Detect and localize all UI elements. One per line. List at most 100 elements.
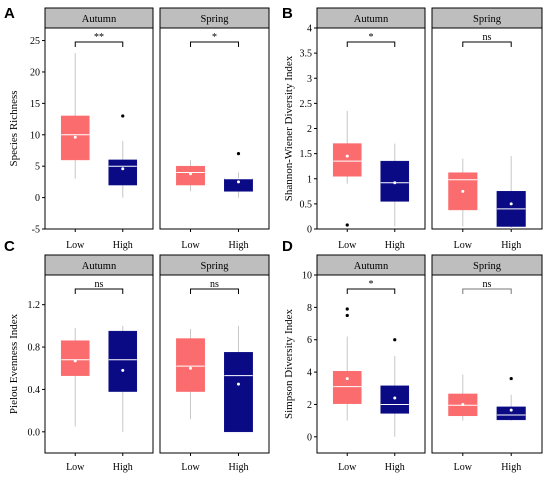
significance-label: ** [94, 32, 104, 43]
facet-spring: Spring Low High ns [159, 254, 270, 473]
mean-point [121, 368, 125, 372]
mean-point [345, 154, 349, 158]
x-tick-label: Low [454, 462, 473, 473]
facet-autumn: Autumn Low High ns [44, 254, 154, 473]
box-body [380, 385, 410, 414]
y-tick-label: 3 [307, 74, 312, 85]
panel-a: A Species Richness -5 0 5 10 15 20 25 Autumn Low Hi… [4, 5, 270, 251]
outlier-point [236, 152, 241, 156]
y-axis-label: Simpson Diversity Index [283, 309, 295, 419]
panel-b: B Shannon-Wiener Diversity Index 0 0.5 1 1.5 2… [282, 5, 543, 251]
mean-point [236, 180, 240, 184]
mean-point [189, 172, 193, 176]
y-tick-label: 0 [307, 225, 312, 236]
box-high: High [108, 114, 138, 251]
box-low: Low [448, 374, 478, 473]
significance-bracket [462, 41, 512, 47]
y-tick-label: 1 [307, 174, 312, 185]
facet-strip-label: Spring [200, 14, 229, 25]
facet-autumn: Autumn Low High * [316, 7, 426, 251]
significance-bracket [190, 41, 239, 47]
plot-frame [316, 27, 426, 230]
box-high: High [496, 156, 526, 251]
box-low: Low [176, 329, 205, 473]
plot-frame [159, 274, 270, 454]
box-body [332, 143, 362, 177]
significance-bracket [346, 41, 396, 47]
significance-label: ns [483, 279, 492, 290]
significance-bracket [190, 288, 239, 294]
y-tick-label: 0 [35, 193, 40, 204]
y-tick-label: 0 [307, 432, 312, 443]
y-tick-label: 20 [30, 67, 40, 78]
significance-label: ns [483, 32, 492, 43]
y-tick-label: 5 [35, 162, 40, 173]
y-tick-label: 0.0 [28, 427, 41, 438]
y-tick-label: 1.2 [28, 300, 41, 311]
y-tick-label: 0.4 [28, 385, 41, 396]
y-tick-label: 6 [307, 335, 312, 346]
mean-point [393, 181, 397, 185]
panel-d: D Simpson Diversity Index 0 2 4 6 8 10 Autumn Low… [282, 238, 543, 473]
significance-label: ns [95, 279, 104, 290]
facet-strip-label: Spring [473, 261, 502, 272]
mean-point [509, 202, 513, 206]
significance-label: ns [210, 279, 219, 290]
x-tick-label: Low [181, 462, 200, 473]
mean-point [509, 408, 513, 412]
y-tick-label: 10 [30, 130, 40, 141]
box-body [108, 330, 138, 392]
y-axis-label: Species Richness [8, 90, 20, 166]
facet-autumn: Autumn Low High * [316, 254, 426, 473]
x-tick-label: High [501, 462, 521, 473]
y-tick-label: 0.8 [28, 343, 41, 354]
facet-spring: Spring Low High * [159, 7, 270, 251]
mean-point [73, 135, 77, 139]
box-high: High [380, 338, 410, 473]
box-body [176, 338, 205, 392]
y-tick-label: 2 [307, 400, 312, 411]
plot-frame [44, 274, 154, 454]
y-tick-label: 2 [307, 124, 312, 135]
facet-strip-label: Spring [200, 261, 229, 272]
facet-strip-label: Autumn [82, 261, 117, 272]
y-tick-label: 8 [307, 303, 312, 314]
facet-strip-label: Autumn [354, 261, 389, 272]
facet-spring: Spring Low High ns [431, 254, 543, 473]
x-tick-label: High [385, 462, 405, 473]
box-high: High [224, 152, 253, 251]
plot-frame [44, 27, 154, 230]
box-high: High [108, 325, 138, 473]
box-high: High [496, 376, 526, 473]
x-tick-label: High [228, 462, 248, 473]
mean-point [345, 377, 349, 381]
panel-letter: D [282, 238, 293, 255]
significance-bracket [462, 288, 512, 294]
x-tick-label: High [113, 462, 133, 473]
facet-autumn: Autumn Low High ** [44, 7, 154, 251]
x-tick-label: High [228, 240, 248, 251]
plot-frame [316, 274, 426, 454]
y-tick-label: 10 [302, 271, 312, 282]
x-tick-label: High [385, 240, 405, 251]
plot-frame [159, 27, 270, 230]
x-tick-label: High [113, 240, 133, 251]
significance-bracket [346, 288, 396, 294]
outlier-point [345, 313, 349, 318]
box-body [224, 352, 253, 433]
significance-bracket [74, 288, 124, 294]
y-tick-label: 4 [307, 24, 312, 35]
significance-label: * [369, 32, 374, 43]
box-low: Low [176, 159, 205, 251]
box-low: Low [60, 53, 90, 251]
significance-bracket [74, 41, 124, 47]
mean-point [73, 359, 77, 363]
x-tick-label: Low [338, 462, 357, 473]
box-body [380, 160, 410, 202]
x-tick-label: Low [66, 240, 85, 251]
y-tick-label: 3.5 [300, 49, 313, 60]
mean-point [236, 382, 240, 386]
x-tick-label: Low [338, 240, 357, 251]
mean-point [393, 396, 397, 400]
box-high: High [224, 325, 253, 473]
